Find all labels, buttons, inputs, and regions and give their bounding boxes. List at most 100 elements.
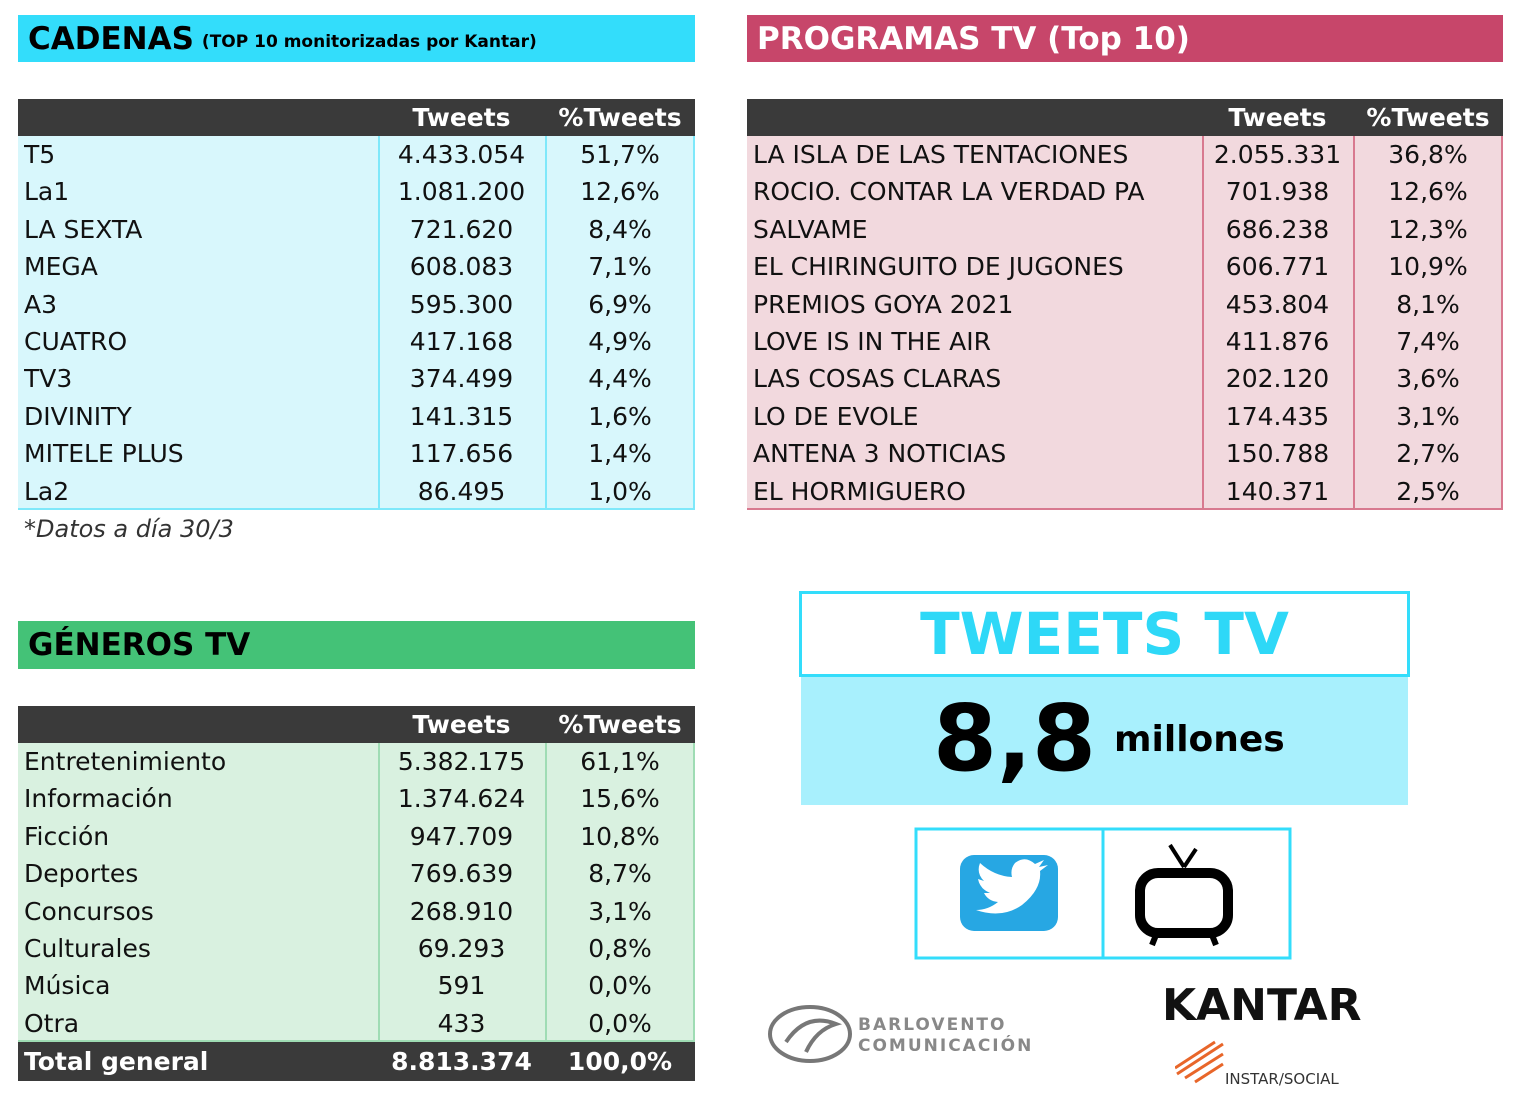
label-cell: T5 [24,140,56,169]
header-cell: %Tweets [1366,103,1490,132]
value-cell: 721.620 [409,214,514,244]
label-cell: Otra [24,1008,80,1038]
value-cell: 453.804 [1225,289,1330,319]
value-cell: 8,4% [588,214,652,244]
label-cell: LA SEXTA [24,214,143,244]
note: *Datos a día 30/3 [24,515,234,543]
barlovento-logo [768,1005,852,1063]
tv-leg [1209,933,1219,947]
label-cell: Entretenimiento [24,747,227,776]
tweets-tv-panel: 8,8 millones [801,677,1408,805]
value-cell: 7,1% [588,252,652,282]
value-cell: 1,4% [588,439,652,469]
label-cell: Culturales [24,934,151,963]
table-body [18,743,695,1043]
value-cell: 12,6% [580,177,660,207]
icons [914,827,1292,960]
tweets-tv-title: TWEETS TV [799,591,1410,677]
twitter-bird [976,859,1048,914]
value-cell: 268.910 [409,896,514,926]
value-cell: 12,3% [1388,214,1468,244]
barlovento-line: COMUNICACIÓN [858,1036,1034,1056]
value-cell: 174.435 [1225,401,1330,431]
label-cell: LAS COSAS CLARAS [753,364,1002,394]
value-cell: 8.813.374 [391,1047,532,1077]
programas-title-bar: PROGRAMAS TV (Top 10) [747,15,1503,62]
column-line [378,136,380,510]
label-cell: Total general [24,1047,209,1077]
column-line [545,136,547,510]
instar-lines [1175,1040,1224,1084]
column-line [1202,136,1204,510]
header-cell: %Tweets [558,710,682,739]
header-row [18,99,695,136]
label-cell: A3 [24,289,58,319]
header-cell: Tweets [412,103,511,132]
label-cell: Ficción [24,821,110,851]
label-cell: Concursos [24,896,154,926]
table-body [747,136,1503,510]
value-cell: 202.120 [1225,364,1330,394]
label-cell: MEGA [24,252,98,282]
barlovento-text: BARLOVENTO COMUNICACIÓN [858,1015,1033,1057]
column-line [545,743,547,1043]
header-cell: %Tweets [558,103,682,132]
header-cell: Tweets [412,710,511,739]
label-cell: PREMIOS GOYA 2021 [753,289,1014,319]
value-cell: 4,4% [588,364,652,394]
label-cell: ROCIO. CONTAR LA VERDAD PA [753,177,1145,207]
tv-leg [1149,933,1159,947]
label-cell: LA ISLA DE LAS TENTACIONES [753,140,1129,169]
value-cell: 140.371 [1225,476,1330,506]
value-cell: 12,6% [1388,177,1468,207]
value-cell: 0,0% [588,1008,652,1038]
logo-ring [768,1005,852,1063]
label-cell: EL CHIRINGUITO DE JUGONES [753,252,1124,282]
table-body [18,136,695,510]
label-cell: TV3 [24,364,73,394]
tv-antenna [1182,847,1198,869]
value-cell: 0,0% [588,971,652,1001]
value-cell: 1.374.624 [397,784,526,814]
header-cell: Tweets [1228,103,1327,132]
value-cell: 701.938 [1225,177,1330,207]
kantar-logo: KANTAR [1162,980,1362,1031]
value-cell: 606.771 [1225,252,1330,282]
value-cell: 150.788 [1225,439,1330,469]
value-cell: 3,1% [588,896,652,926]
value-cell: 608.083 [409,252,514,282]
label-cell: DIVINITY [24,401,132,431]
barlovento-line: BARLOVENTO [858,1015,1007,1035]
value-cell: 36,8% [1388,140,1468,169]
tv-antenna [1168,843,1186,869]
header-row [18,706,695,743]
programas-title: PROGRAMAS TV (Top 10) [757,20,1190,57]
value-cell: 0,8% [588,934,652,963]
value-cell: 8,7% [588,859,652,889]
value-cell: 15,6% [580,784,660,814]
instar-logo: INSTAR/SOCIAL [1225,1070,1339,1088]
value-cell: 769.639 [409,859,514,889]
value-cell: 8,1% [1396,289,1460,319]
value-cell: 1.081.200 [397,177,526,207]
value-cell: 417.168 [409,327,514,356]
label-cell: LO DE EVOLE [753,401,919,431]
value-cell: 61,1% [580,747,660,776]
value-cell: 117.656 [409,439,514,469]
value-cell: 3,6% [1396,364,1460,394]
value-cell: 947.709 [409,821,514,851]
value-cell: 51,7% [580,140,660,169]
label-cell: La2 [24,476,70,506]
value-cell: 2,5% [1396,476,1460,506]
cadenas-title: CADENAS [28,20,194,57]
column-line [378,743,380,1043]
generos-title-bar: GÉNEROS TV [18,621,695,669]
label-cell: Deportes [24,859,139,889]
label-cell: LOVE IS IN THE AIR [753,327,991,356]
value-cell: 10,9% [1388,252,1468,282]
column-line [1353,136,1355,510]
value-cell: 2.055.331 [1213,140,1342,169]
generos-title: GÉNEROS TV [28,627,251,663]
label-cell: Música [24,971,111,1001]
